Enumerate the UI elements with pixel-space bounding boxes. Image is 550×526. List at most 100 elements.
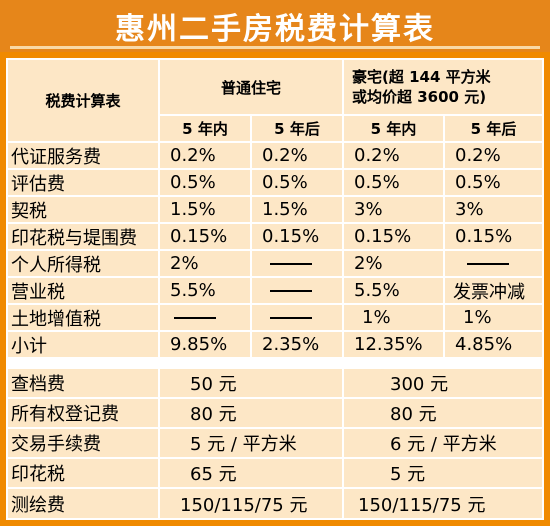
fee-value: 5 元 / 平方米 [190, 434, 297, 455]
table-cell: 0.5% [252, 170, 342, 195]
fee-label: 交易手续费 [11, 434, 101, 455]
cell-value: 2.35% [262, 334, 320, 355]
row-label: 小计 [11, 335, 47, 357]
luxury-header-line2: 或均价超 3600 元) [352, 88, 487, 106]
fee-value: 150/115/75 元 [180, 494, 308, 516]
table-cell: 0.15% [160, 224, 250, 249]
table-row-label: 评估费 [8, 170, 158, 195]
normal-housing-header: 普通住宅 [160, 60, 342, 114]
table-cell: 发票冲减 [445, 278, 542, 303]
fee-value: 300 元 [390, 374, 449, 395]
fee-cell: 80 元 [160, 399, 342, 427]
table-cell: 1% [445, 305, 542, 330]
row-label: 个人所得税 [11, 254, 101, 276]
table-cell [252, 251, 342, 276]
cell-value: 0.15% [170, 226, 228, 247]
not-applicable-dash [270, 289, 312, 292]
fee-cell: 150/115/75 元 [344, 489, 542, 518]
fee-cell: 80 元 [344, 399, 542, 427]
normal-within-5-label: 5 年内 [182, 120, 228, 138]
fee-row-label: 测绘费 [8, 489, 158, 518]
table-cell: 1.5% [252, 197, 342, 222]
row-label: 评估费 [11, 173, 65, 195]
fee-row-label: 交易手续费 [8, 429, 158, 457]
fee-cell: 6 元 / 平方米 [344, 429, 542, 457]
cell-value: 发票冲减 [453, 281, 525, 303]
table-cell: 0.2% [445, 143, 542, 168]
row-label: 契税 [11, 200, 47, 222]
table-cell: 4.85% [445, 332, 542, 357]
normal-housing-header-text: 普通住宅 [220, 78, 281, 97]
table-cell: 0.2% [160, 143, 250, 168]
table-cell: 5.5% [344, 278, 443, 303]
fee-label: 测绘费 [11, 494, 65, 516]
cell-value: 1% [362, 307, 391, 328]
table-cell: 2% [160, 251, 250, 276]
fee-cell: 5 元 [344, 459, 542, 487]
cell-value: 12.35% [354, 334, 423, 355]
luxury-header-line1: 豪宅(超 144 平方米 [352, 68, 491, 86]
table-cell: 0.15% [344, 224, 443, 249]
fee-cell: 5 元 / 平方米 [160, 429, 342, 457]
corner-header: 税费计算表 [8, 60, 158, 141]
table-cell: 2.35% [252, 332, 342, 357]
fee-cell: 150/115/75 元 [160, 489, 342, 518]
cell-value: 5.5% [354, 280, 400, 301]
table-cell: 1% [344, 305, 443, 330]
not-applicable-dash [467, 262, 509, 265]
table-row-label: 代证服务费 [8, 143, 158, 168]
not-applicable-dash [174, 316, 216, 319]
cell-value: 0.5% [354, 172, 400, 193]
luxury-after-5-label: 5 年后 [470, 120, 517, 138]
cell-value: 3% [354, 199, 383, 220]
fee-label: 印花税 [11, 464, 65, 485]
table-cell [252, 305, 342, 330]
row-label: 印花税与堤围费 [11, 227, 137, 249]
fee-value: 150/115/75 元 [358, 494, 486, 516]
cell-value: 0.5% [262, 172, 308, 193]
cell-value: 0.5% [455, 172, 501, 193]
fee-value: 65 元 [190, 464, 237, 485]
table-row-label: 土地增值税 [8, 305, 158, 330]
fee-cell: 50 元 [160, 369, 342, 397]
table-cell: 0.5% [160, 170, 250, 195]
luxury-housing-header: 豪宅(超 144 平方米 或均价超 3600 元) [344, 60, 542, 114]
fee-label: 查档费 [11, 374, 65, 395]
table-cell: 0.5% [344, 170, 443, 195]
table-cell: 9.85% [160, 332, 250, 357]
fee-cell: 65 元 [160, 459, 342, 487]
fee-value: 50 元 [190, 374, 237, 395]
table-cell: 5.5% [160, 278, 250, 303]
title-text: 惠州二手房税费计算表 [115, 12, 435, 47]
row-label: 土地增值税 [11, 308, 101, 330]
luxury-after-5-years: 5 年后 [445, 116, 542, 141]
table-cell: 3% [445, 197, 542, 222]
table-row-label: 印花税与堤围费 [8, 224, 158, 249]
cell-value: 0.15% [354, 226, 412, 247]
table-cell: 1.5% [160, 197, 250, 222]
table-cell [445, 251, 542, 276]
normal-after-5-years: 5 年后 [252, 116, 342, 141]
table-cell: 0.15% [445, 224, 542, 249]
corner-header-text: 税费计算表 [45, 92, 121, 110]
fee-label: 所有权登记费 [11, 404, 119, 425]
table-cell [160, 305, 250, 330]
fee-row-label: 所有权登记费 [8, 399, 158, 427]
cell-value: 5.5% [170, 280, 216, 301]
cell-value: 0.2% [455, 145, 501, 166]
cell-value: 2% [170, 253, 199, 274]
cell-value: 0.2% [170, 145, 216, 166]
fee-value: 80 元 [190, 404, 237, 425]
cell-value: 0.5% [170, 172, 216, 193]
fee-row-label: 印花税 [8, 459, 158, 487]
cell-value: 1.5% [170, 199, 216, 220]
table-cell [252, 278, 342, 303]
luxury-within-5-label: 5 年内 [370, 120, 417, 138]
table-cell: 3% [344, 197, 443, 222]
table-cell: 2% [344, 251, 443, 276]
row-label: 代证服务费 [11, 146, 101, 168]
table-row-label: 契税 [8, 197, 158, 222]
not-applicable-dash [270, 316, 312, 319]
cell-value: 0.2% [354, 145, 400, 166]
table-cell: 12.35% [344, 332, 443, 357]
